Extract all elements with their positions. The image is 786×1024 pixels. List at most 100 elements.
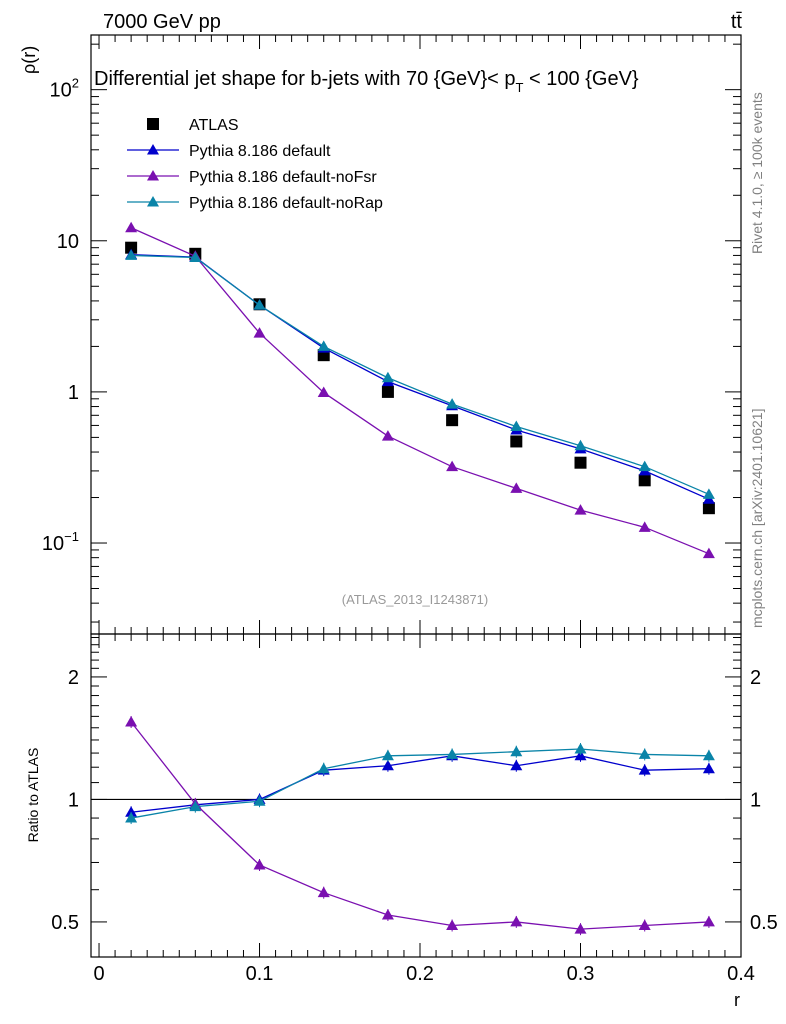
- ratio-point-noRap: [381, 749, 394, 761]
- data-point-noRap: [510, 420, 523, 432]
- legend-label-noRap: Pythia 8.186 default-noRap: [189, 195, 383, 212]
- data-point-noRap: [253, 299, 266, 310]
- data-point-noFsr: [381, 430, 394, 441]
- data-point-noFsr: [317, 386, 330, 398]
- series-line-noFsr: [130, 227, 710, 555]
- data-point-noFsr: [702, 547, 715, 559]
- series-line-noRap: [131, 254, 710, 495]
- data-point-noRap: [317, 340, 330, 351]
- data-point-atlas: [446, 414, 459, 427]
- chart-title-tail: < 100 {GeV}: [524, 68, 639, 90]
- ratio-point-default: [574, 749, 587, 761]
- ratio-y-tick-label-right: 0.5: [750, 912, 778, 934]
- legend-item-noFsr: Pythia 8.186 default-noFsr: [127, 169, 377, 186]
- data-point-noRap: [446, 398, 459, 409]
- ratio-point-noFsr: [381, 908, 394, 920]
- ratio-point-noFsr: [317, 886, 330, 898]
- ratio-point-noRap: [253, 795, 266, 806]
- legend: ATLAS Pythia 8.186 default Pythia 8.186 de…: [127, 117, 383, 212]
- source-label: mcplots.cern.ch [arXiv:2401.10621]: [749, 409, 765, 628]
- ratio-plot-panel: 2 21 10.5 0.5 0 0.1 0.2 0.3 0.4 Ratio to ATLAS …: [25, 633, 778, 1010]
- ratio-y-tick-label-left: 1: [68, 789, 79, 811]
- legend-marker-atlas: [147, 118, 159, 130]
- analysis-id-label: (ATLAS_2013_I1243871): [342, 592, 488, 607]
- ratio-point-noRap: [638, 748, 651, 759]
- data-point-noRap: [189, 251, 202, 263]
- ratio-point-noFsr: [446, 919, 459, 930]
- data-point-noRap: [125, 249, 138, 260]
- ratio-point-noRap: [446, 748, 459, 759]
- data-point-atlas: [125, 241, 138, 254]
- main-y-tick-label: 102: [50, 76, 79, 102]
- data-point-atlas: [702, 502, 715, 515]
- ratio-series-noRap: [125, 743, 715, 825]
- x-tick-label: 0.3: [567, 963, 595, 985]
- ratio-x-tick-labels: 0 0.1 0.2 0.3 0.4: [93, 963, 754, 985]
- main-y-axis-label: ρ(r): [19, 46, 39, 74]
- ratio-point-default: [510, 759, 523, 771]
- final-state-label: tt̄: [731, 11, 743, 33]
- chart-title: Differential jet shape for b-jets with 7…: [94, 68, 639, 95]
- ratio-y-tick-label-left: 0.5: [51, 912, 79, 934]
- data-point-noFsr: [510, 482, 523, 493]
- ratio-series-noFsr: [125, 715, 715, 936]
- data-point-atlas: [638, 474, 651, 487]
- data-point-noRap: [381, 371, 394, 383]
- ratio-y-tick-label-right: 1: [750, 789, 761, 811]
- series-noRap: [125, 249, 715, 499]
- chart-title-subscript: T: [516, 80, 524, 95]
- ratio-point-noRap: [702, 749, 715, 761]
- x-tick-label: 0.4: [727, 963, 755, 985]
- ratio-point-noRap: [125, 812, 138, 823]
- ratio-point-noFsr: [574, 923, 587, 934]
- legend-label-default: Pythia 8.186 default: [189, 143, 331, 160]
- ratio-series-default: [125, 749, 715, 819]
- legend-item-default: Pythia 8.186 default: [127, 143, 331, 160]
- legend-label-noFsr: Pythia 8.186 default-noFsr: [189, 169, 377, 186]
- ratio-line-default: [131, 755, 709, 813]
- data-point-noRap: [638, 460, 651, 472]
- ratio-point-noRap: [189, 800, 202, 812]
- ratio-y-axis-label: Ratio to ATLAS: [25, 748, 41, 843]
- main-y-tick-label: 1: [68, 382, 79, 404]
- legend-item-noRap: Pythia 8.186 default-noRap: [127, 195, 383, 212]
- main-axis-ticks: [91, 35, 742, 634]
- main-y-tick-label: 10: [57, 231, 79, 253]
- ratio-series-layer: [91, 715, 741, 936]
- data-point-atlas: [574, 456, 587, 469]
- legend-marker-noRap: [147, 196, 159, 207]
- series-atlas: [125, 241, 715, 515]
- x-tick-label: 0.2: [406, 963, 434, 985]
- legend-marker-default: [147, 144, 159, 155]
- ratio-point-noFsr: [253, 859, 266, 870]
- rivet-version-label: Rivet 4.1.0, ≥ 100k events: [749, 92, 765, 254]
- ratio-point-noFsr: [702, 915, 715, 927]
- x-tick-label: 0.1: [246, 963, 274, 985]
- ratio-point-default: [638, 764, 651, 775]
- chart-title-main: Differential jet shape for b-jets with 7…: [94, 68, 516, 90]
- ratio-y-tick-label-right: 2: [750, 667, 761, 689]
- data-point-atlas: [510, 435, 523, 448]
- legend-label-atlas: ATLAS: [189, 117, 239, 134]
- main-y-tick-label: 10−1: [42, 529, 79, 555]
- ratio-y-tick-label-left: 2: [68, 667, 79, 689]
- ratio-y-tick-labels: 2 2 1 1 0.5 0.5: [51, 667, 778, 934]
- main-y-tick-labels: 102 10 1 10−1: [42, 76, 79, 555]
- x-tick-label: 0: [93, 963, 104, 985]
- data-point-noRap: [702, 488, 715, 499]
- series-default: [125, 248, 715, 504]
- ratio-point-noRap: [574, 743, 587, 754]
- ratio-line-noFsr: [130, 721, 709, 930]
- series-line-default: [131, 253, 710, 500]
- data-point-noFsr: [125, 221, 138, 233]
- legend-item-atlas: ATLAS: [147, 117, 239, 134]
- ratio-point-default: [125, 806, 138, 817]
- ratio-point-noFsr: [125, 715, 138, 727]
- ratio-point-noRap: [510, 745, 523, 757]
- data-point-noRap: [574, 439, 587, 451]
- main-plot-panel: 102 10 1 10−1 ρ(r) Differential jet shape f…: [19, 34, 742, 635]
- ratio-line-noRap: [131, 748, 709, 819]
- series-noFsr: [125, 221, 715, 559]
- data-point-atlas: [381, 385, 394, 398]
